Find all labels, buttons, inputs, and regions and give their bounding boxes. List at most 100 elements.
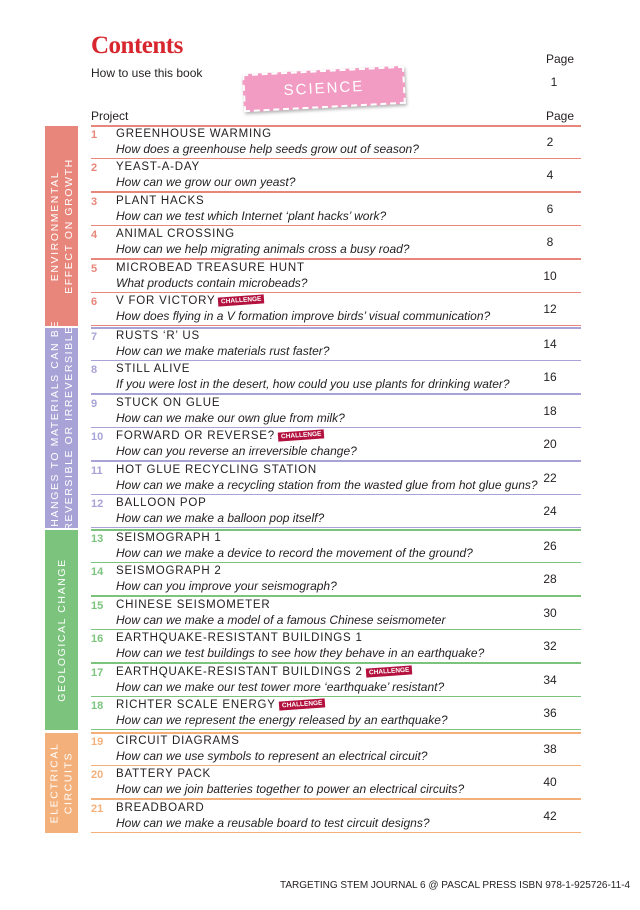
item-title[interactable]: RUSTS ‘R’ US bbox=[116, 330, 200, 342]
item-number: 6 bbox=[91, 296, 98, 308]
item-title[interactable]: STUCK ON GLUE bbox=[116, 396, 221, 409]
item-title[interactable]: YEAST-A-DAY bbox=[116, 161, 200, 174]
item-page: 6 bbox=[546, 201, 554, 216]
item-title[interactable]: BREADBOARD bbox=[116, 801, 205, 814]
row-line bbox=[91, 764, 581, 767]
item-title-row[interactable]: SEISMOGRAPH 1 bbox=[116, 532, 222, 544]
section-label: ELECTRICAL bbox=[48, 742, 61, 824]
item-title-row[interactable]: STILL ALIVE bbox=[116, 363, 190, 375]
item-number: 18 bbox=[91, 700, 104, 712]
section-label: CIRCUITS bbox=[62, 751, 75, 815]
item-title[interactable]: EARTHQUAKE-RESISTANT BUILDINGS 1 bbox=[116, 632, 363, 645]
item-number: 19 bbox=[91, 736, 104, 748]
item-number: 21 bbox=[91, 802, 104, 815]
item-title[interactable]: STILL ALIVE bbox=[116, 363, 191, 376]
item-question: How can we make our own glue from milk? bbox=[116, 410, 345, 425]
item-title[interactable]: FORWARD OR REVERSE? bbox=[116, 430, 275, 443]
row-line bbox=[91, 798, 581, 800]
item-title[interactable]: CIRCUIT DIAGRAMS bbox=[116, 735, 240, 747]
challenge-badge: CHALLENGE bbox=[218, 294, 266, 307]
item-number: 10 bbox=[91, 431, 104, 444]
item-title-row[interactable]: BATTERY PACK bbox=[116, 768, 211, 780]
item-title-row[interactable]: BALLOON POP bbox=[116, 497, 207, 509]
item-title-row[interactable]: STUCK ON GLUE bbox=[116, 397, 220, 409]
item-title[interactable]: ANIMAL CROSSING bbox=[116, 228, 235, 241]
item-question: How does flying in a V formation improve… bbox=[116, 309, 491, 323]
item-question: How does a greenhouse help seeds grow ou… bbox=[116, 142, 419, 156]
row-line bbox=[91, 460, 581, 462]
item-title[interactable]: GREENHOUSE WARMING bbox=[116, 128, 272, 140]
item-number: 13 bbox=[91, 533, 104, 545]
item-title[interactable]: BALLOON POP bbox=[116, 497, 207, 509]
how-to-page: 1 bbox=[550, 75, 558, 89]
section-tab: CHANGES TO MATERIALS CAN BE REVERSIBLE OR… bbox=[45, 320, 78, 536]
section-label: GEOLOGICAL CHANGE bbox=[55, 558, 68, 702]
item-title[interactable]: EARTHQUAKE-RESISTANT BUILDINGS 2 bbox=[116, 665, 363, 678]
item-title-row[interactable]: PLANT HACKS bbox=[116, 195, 204, 207]
item-title-row[interactable]: SEISMOGRAPH 2 bbox=[116, 565, 222, 577]
item-title-row[interactable]: RICHTER SCALE ENERGY CHALLENGE bbox=[116, 698, 326, 711]
item-title[interactable]: SEISMOGRAPH 1 bbox=[116, 532, 222, 544]
item-title[interactable]: MICROBEAD TREASURE HUNT bbox=[116, 261, 305, 274]
row-line bbox=[91, 324, 581, 327]
item-title-row[interactable]: FORWARD OR REVERSE? CHALLENGE bbox=[116, 429, 325, 443]
item-title-row[interactable]: EARTHQUAKE-RESISTANT BUILDINGS 2 CHALLENG… bbox=[116, 664, 413, 678]
item-page: 14 bbox=[543, 337, 557, 351]
item-number: 5 bbox=[91, 262, 98, 275]
item-title[interactable]: HOT GLUE RECYCLING STATION bbox=[116, 463, 317, 476]
item-title[interactable]: V FOR VICTORY bbox=[116, 295, 216, 307]
section-label: REVERSIBLE OR IRREVERSIBLE bbox=[62, 325, 75, 531]
section-label-box: ENVIRONMENTAL EFFECT ON GROWTH bbox=[48, 158, 76, 294]
item-question: How can we make a recycling station from… bbox=[116, 477, 538, 492]
row-line bbox=[91, 728, 581, 731]
item-number: 16 bbox=[91, 633, 104, 646]
row-line bbox=[91, 359, 581, 362]
item-title-row[interactable]: BREADBOARD bbox=[116, 802, 205, 814]
item-title[interactable]: RICHTER SCALE ENERGY bbox=[116, 699, 276, 711]
challenge-badge: CHALLENGE bbox=[277, 429, 325, 442]
item-title-row[interactable]: YEAST-A-DAY bbox=[116, 161, 200, 173]
item-page: 8 bbox=[546, 235, 554, 250]
item-question: If you were lost in the desert, how coul… bbox=[116, 377, 510, 392]
section-label: ENVIRONMENTAL bbox=[48, 170, 61, 282]
section-label: CHANGES TO MATERIALS CAN BE bbox=[48, 320, 61, 537]
item-question: How can we help migrating animals cross … bbox=[116, 242, 410, 257]
item-title[interactable]: CHINESE SEISMOMETER bbox=[116, 598, 271, 611]
row-line bbox=[91, 191, 581, 193]
item-title-row[interactable]: V FOR VICTORY CHALLENGE bbox=[116, 294, 266, 307]
item-title[interactable]: SEISMOGRAPH 2 bbox=[116, 565, 222, 578]
footer: TARGETING STEM JOURNAL 6 @ PASCAL PRESS … bbox=[280, 880, 631, 891]
item-title-row[interactable]: CHINESE SEISMOMETER bbox=[116, 599, 271, 611]
item-number: 4 bbox=[91, 229, 98, 242]
item-title[interactable]: PLANT HACKS bbox=[116, 194, 205, 207]
item-title-row[interactable]: EARTHQUAKE-RESISTANT BUILDINGS 1 bbox=[116, 632, 363, 644]
row-line bbox=[91, 125, 581, 127]
item-page: 22 bbox=[543, 470, 557, 485]
item-title-row[interactable]: HOT GLUE RECYCLING STATION bbox=[116, 464, 317, 476]
row-line bbox=[91, 628, 581, 631]
item-question: How can we use symbols to represent an e… bbox=[116, 749, 428, 763]
item-title-row[interactable]: ANIMAL CROSSING bbox=[116, 228, 235, 240]
title: Contents bbox=[91, 32, 183, 59]
row-line bbox=[91, 224, 581, 227]
page-label: Page bbox=[546, 52, 575, 66]
item-title-row[interactable]: MICROBEAD TREASURE HUNT bbox=[116, 262, 305, 274]
item-number: 20 bbox=[91, 769, 104, 782]
how-to-link[interactable]: How to use this book bbox=[91, 66, 203, 80]
item-page: 4 bbox=[546, 168, 554, 183]
item-title-row[interactable]: GREENHOUSE WARMING bbox=[116, 128, 272, 140]
row-line bbox=[91, 327, 581, 329]
section-label-box: ELECTRICAL CIRCUITS bbox=[48, 743, 76, 824]
item-page: 36 bbox=[543, 706, 557, 720]
item-title-row[interactable]: CIRCUIT DIAGRAMS bbox=[116, 735, 240, 747]
item-title[interactable]: BATTERY PACK bbox=[116, 768, 212, 781]
row-line bbox=[91, 157, 581, 160]
item-number: 11 bbox=[91, 464, 103, 477]
item-title-row[interactable]: RUSTS ‘R’ US bbox=[116, 330, 200, 342]
item-page: 12 bbox=[543, 302, 557, 316]
item-number: 15 bbox=[91, 599, 104, 612]
item-question: How can we represent the energy released… bbox=[116, 713, 448, 727]
section-label-box: CHANGES TO MATERIALS CAN BE REVERSIBLE OR… bbox=[48, 320, 76, 536]
item-page: 32 bbox=[543, 639, 557, 654]
